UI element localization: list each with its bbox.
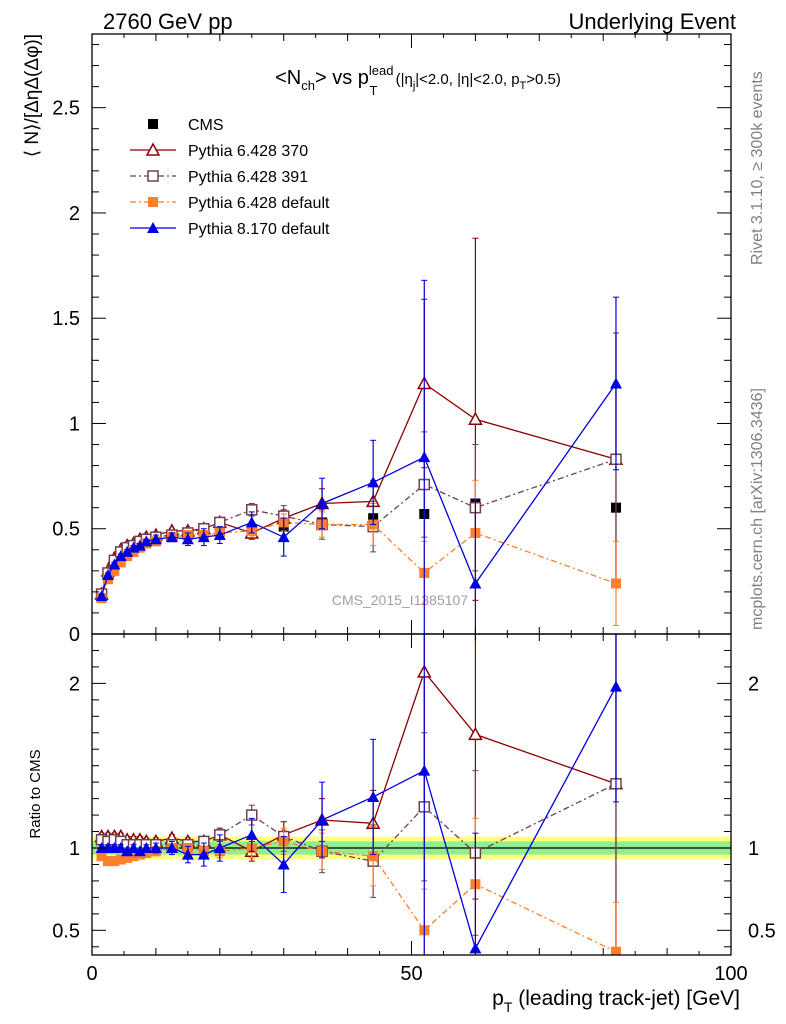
- ratio-y-tick-label-right: 1: [748, 838, 759, 860]
- ratio-series-3-point: [213, 842, 226, 853]
- main-series-4-point: [469, 577, 482, 589]
- main-plot-area: [94, 237, 624, 634]
- ratio-y-tick-label: 0.5: [52, 920, 80, 942]
- main-y-tick-label: 0.5: [52, 519, 80, 541]
- x-axis-label: pT (leading track-jet) [GeV]: [492, 987, 740, 1015]
- ratio-series-2-point: [115, 854, 126, 865]
- ratio-series-0-point: [468, 726, 483, 741]
- watermark: CMS_2015_I1385107: [332, 592, 468, 608]
- ratio-series-3-point: [277, 858, 290, 870]
- main-series-4-point: [165, 531, 178, 543]
- ratio-frame: [91, 633, 732, 956]
- rivet-label: Rivet 3.1.10, ≥ 300k events: [749, 71, 766, 265]
- main-series-4-point: [149, 533, 162, 545]
- main-series-3-point: [610, 578, 621, 589]
- mcplots-label: mcplots.cern.ch [arXiv:1306.3436]: [749, 388, 766, 630]
- ratio-panel: 0.5 0.5 1 1 2 2 0 50 100: [52, 633, 776, 985]
- legend-label-2: Pythia 6.428 391: [188, 169, 308, 186]
- main-y-tick-label: 0: [69, 624, 80, 646]
- ratio-series-3-point: [149, 842, 162, 853]
- main-series-2-point: [214, 516, 226, 529]
- ratio-series-3-point: [165, 842, 178, 853]
- ratio-series-2-line: [101, 840, 617, 953]
- legend-label-3: Pythia 6.428 default: [188, 195, 330, 212]
- ratio-plot-area: [92, 634, 731, 955]
- main-series-4-point: [121, 545, 134, 557]
- main-series-4-point: [133, 539, 146, 551]
- main-series-4-point: [277, 531, 290, 543]
- ratio-x-tick-label: 50: [400, 963, 422, 985]
- main-series-3-point: [115, 557, 126, 568]
- legend-marker-2: [147, 170, 159, 182]
- plot-title: <Nch> vs plead T (|ηj|<2.0, |η|<2.0, pT>0…: [275, 63, 561, 98]
- legend-marker-4: [147, 222, 159, 233]
- main-y-tick-label: 1.5: [52, 308, 80, 330]
- ratio-series-3-point: [367, 790, 380, 802]
- main-series-4-point: [418, 451, 431, 463]
- main-series-4-point: [108, 558, 121, 570]
- main-series-4-point: [114, 550, 127, 562]
- main-series-2-line: [100, 458, 617, 595]
- ratio-x-tick-label: 0: [86, 963, 97, 985]
- main-series-4-point: [140, 535, 153, 547]
- ratio-series-0-line: [101, 670, 617, 853]
- header-right: Underlying Event: [568, 9, 736, 34]
- legend-marker-3: [148, 197, 158, 207]
- ratio-series-2-point: [102, 856, 113, 867]
- legend: CMS Pythia 6.428 370 Pythia 6.428 391 Pythi…: [130, 117, 330, 238]
- ratio-series-3-point: [181, 848, 194, 860]
- ratio-series-2-point: [610, 946, 621, 955]
- legend-marker-0: [148, 119, 158, 129]
- ratio-series-3-point: [127, 842, 140, 853]
- ratio-y-axis-label: Ratio to CMS: [27, 749, 44, 838]
- main-series-4-point: [213, 529, 226, 541]
- main-y-tick-label: 2.5: [52, 98, 80, 120]
- ratio-series-3-point: [469, 942, 482, 954]
- ratio-x-tick-label: 100: [714, 963, 747, 985]
- ratio-y-tick-label-right: 0.5: [748, 920, 776, 942]
- main-series-4-point: [316, 497, 329, 509]
- legend-label-0: CMS: [188, 117, 224, 134]
- ratio-series-3-point: [609, 680, 622, 692]
- ratio-y-tick-label: 2: [69, 673, 80, 695]
- main-y-tick-label: 2: [69, 203, 80, 225]
- ratio-series-3-point: [418, 764, 431, 776]
- ratio-series-3-point: [245, 828, 258, 840]
- main-series-4-point: [197, 531, 210, 543]
- ratio-series-2-point: [122, 852, 133, 863]
- ratio-series-3-point: [197, 848, 210, 860]
- ratio-series-3-point: [140, 842, 153, 853]
- main-series-4-line: [100, 383, 617, 597]
- main-series-3-point: [109, 565, 120, 576]
- main-panel: 0 0.5 1 1.5 2 2.5: [52, 33, 732, 646]
- ratio-series-3-point: [133, 845, 146, 857]
- main-series-4-point: [181, 533, 194, 545]
- main-series-4-point: [101, 569, 114, 581]
- ratio-series-3-line: [101, 686, 617, 951]
- ratio-series-1-line: [101, 783, 617, 862]
- legend-label-4: Pythia 8.170 default: [188, 221, 330, 238]
- ratio-series-3-point: [121, 845, 134, 857]
- ratio-series-3-point: [316, 814, 329, 826]
- header-left: 2760 GeV pp: [103, 9, 233, 34]
- legend-label-1: Pythia 6.428 370: [188, 143, 308, 160]
- main-y-tick-label: 1: [69, 413, 80, 435]
- ratio-series-2-point: [368, 851, 379, 862]
- ratio-series-2-point: [109, 856, 120, 867]
- ratio-y-tick-label-right: 2: [748, 673, 759, 695]
- main-series-4-point: [245, 516, 258, 528]
- ratio-series-3-point: [114, 842, 127, 853]
- ratio-series-2-point: [128, 851, 139, 862]
- ratio-y-tick-label: 1: [69, 838, 80, 860]
- main-series-4-point: [609, 377, 622, 389]
- main-series-4-point: [367, 476, 380, 488]
- main-y-axis-label: ⟨ N⟩/[ΔηΔ(Δφ)]: [22, 34, 43, 157]
- main-series-1-point: [468, 411, 483, 426]
- main-series-4-point: [95, 590, 108, 602]
- ratio-series-2-point: [96, 851, 107, 862]
- legend-marker-1: [145, 142, 161, 156]
